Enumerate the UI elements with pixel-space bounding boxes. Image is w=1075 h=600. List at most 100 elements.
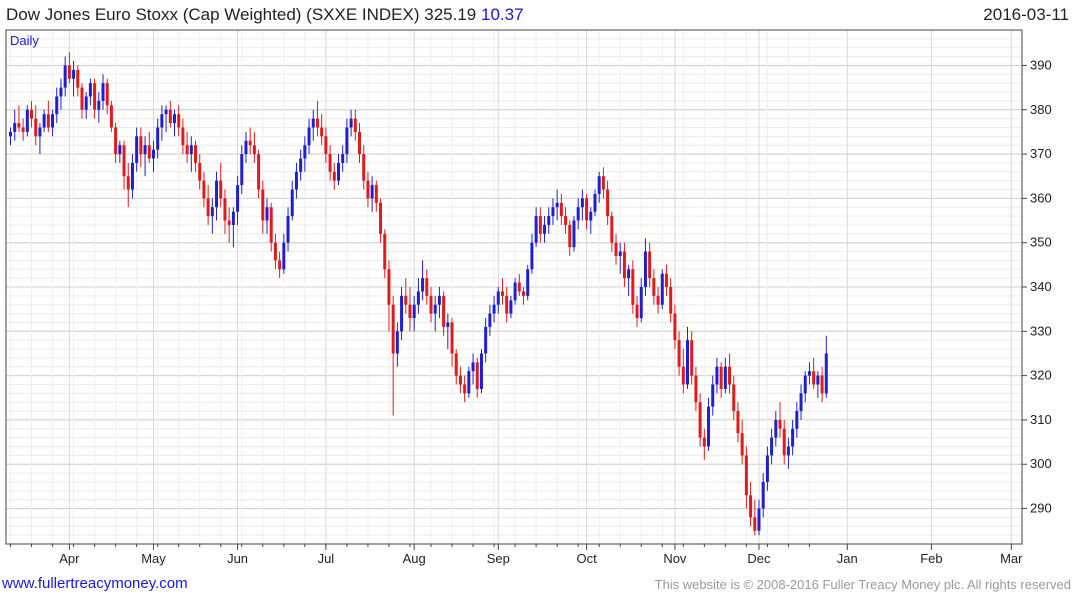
candle-body bbox=[252, 145, 256, 155]
candle-body bbox=[597, 176, 601, 194]
candle-body bbox=[416, 291, 420, 305]
candle-body bbox=[139, 136, 143, 155]
candle-body bbox=[559, 202, 563, 217]
candle-body bbox=[576, 207, 580, 221]
candle-body bbox=[786, 446, 790, 456]
candle-body bbox=[442, 295, 446, 327]
candle-body bbox=[13, 123, 17, 132]
candle-body bbox=[379, 202, 383, 234]
candle-body bbox=[484, 326, 488, 354]
candle-body bbox=[509, 300, 513, 314]
y-axis: 290 300 310 320 330 340 350 360 370 380 390 bbox=[1022, 57, 1052, 516]
copyright-text: This website is © 2008-2016 Fuller Treac… bbox=[654, 577, 1071, 592]
candle-body bbox=[421, 278, 425, 292]
candle-body bbox=[202, 180, 206, 199]
candle-body bbox=[223, 198, 227, 221]
candle-body bbox=[198, 162, 202, 181]
candle-body bbox=[782, 428, 786, 456]
candle-body bbox=[715, 366, 719, 385]
website-link[interactable]: www.fullertreacymoney.com bbox=[2, 575, 188, 592]
candle-body bbox=[345, 127, 349, 155]
candle-body bbox=[774, 419, 778, 438]
candle-body bbox=[530, 242, 534, 270]
x-tick-label: Mar bbox=[1000, 551, 1023, 566]
candle-body bbox=[151, 149, 155, 159]
candle-body bbox=[429, 295, 433, 314]
price-chart: Daily 290300310320330340350360370380390 … bbox=[5, 29, 1052, 566]
candle-body bbox=[765, 455, 769, 482]
candle-body bbox=[353, 118, 357, 132]
x-tick-label: Sep bbox=[487, 551, 510, 566]
candle-body bbox=[723, 366, 727, 389]
x-tick-label: Jul bbox=[318, 551, 335, 566]
candle-body bbox=[627, 269, 631, 279]
candle-body bbox=[614, 242, 618, 256]
candle-body bbox=[122, 145, 126, 177]
candle-body bbox=[265, 207, 269, 221]
x-tick-label: Feb bbox=[920, 551, 942, 566]
candle-body bbox=[732, 384, 736, 412]
candle-body bbox=[656, 295, 660, 305]
candle-body bbox=[51, 114, 55, 128]
candle-body bbox=[261, 189, 265, 221]
candle-body bbox=[194, 145, 198, 163]
candle-body bbox=[580, 198, 584, 208]
candle-body bbox=[740, 433, 744, 456]
candle-body bbox=[585, 198, 589, 221]
candle-body bbox=[374, 185, 378, 203]
candle-body bbox=[761, 481, 765, 509]
candle-body bbox=[673, 313, 677, 341]
candle-body bbox=[84, 96, 88, 110]
candle-body bbox=[568, 224, 572, 248]
candle-body bbox=[383, 233, 387, 270]
grid bbox=[6, 29, 1022, 545]
candle-body bbox=[463, 384, 467, 394]
candle-body bbox=[475, 362, 479, 389]
candle-body bbox=[206, 198, 210, 217]
candle-body bbox=[181, 127, 185, 146]
candle-body bbox=[210, 207, 214, 217]
candle-body bbox=[816, 375, 820, 385]
candle-body bbox=[757, 508, 761, 531]
candle-body bbox=[500, 291, 504, 296]
candle-body bbox=[185, 145, 189, 155]
candle-body bbox=[749, 495, 753, 518]
candle-body bbox=[63, 65, 67, 88]
candle-body bbox=[17, 123, 21, 128]
candle-body bbox=[488, 313, 492, 327]
candle-body bbox=[437, 295, 441, 305]
candle-body bbox=[101, 83, 105, 101]
candle-body bbox=[240, 154, 244, 186]
candle-body bbox=[547, 216, 551, 225]
x-axis: Apr May Jun Jul Aug Sep Oct Nov Dec Jan Feb Mar bbox=[10, 544, 1023, 566]
candle-body bbox=[610, 216, 614, 243]
candle-body bbox=[744, 455, 748, 496]
y-tick-label: 360 bbox=[1030, 190, 1052, 205]
candle-body bbox=[707, 406, 711, 447]
candle-body bbox=[257, 154, 261, 190]
last-price: 325.19 bbox=[424, 5, 477, 24]
x-tick-label: May bbox=[141, 551, 166, 566]
candle-body bbox=[227, 220, 231, 225]
y-tick-label: 340 bbox=[1030, 279, 1052, 294]
y-tick-label: 320 bbox=[1030, 368, 1052, 383]
candle-body bbox=[358, 131, 362, 155]
candle-body bbox=[606, 189, 610, 217]
x-tick-label: Dec bbox=[747, 551, 771, 566]
candle-body bbox=[156, 127, 160, 150]
candle-body bbox=[168, 109, 172, 124]
candle-body bbox=[118, 145, 122, 155]
candle-body bbox=[404, 295, 408, 305]
candle-body bbox=[686, 340, 690, 385]
candle-body bbox=[67, 65, 71, 79]
candle-body bbox=[807, 371, 811, 376]
candle-body bbox=[114, 127, 118, 155]
candle-body bbox=[534, 216, 538, 243]
candle-body bbox=[189, 145, 193, 155]
candle-body bbox=[143, 145, 147, 155]
candle-body bbox=[135, 136, 139, 163]
candle-body bbox=[248, 140, 252, 146]
price-change: 10.37 bbox=[480, 5, 524, 24]
chart-title: Dow Jones Euro Stoxx (Cap Weighted) (SXX… bbox=[6, 5, 420, 24]
candle-body bbox=[803, 375, 807, 394]
